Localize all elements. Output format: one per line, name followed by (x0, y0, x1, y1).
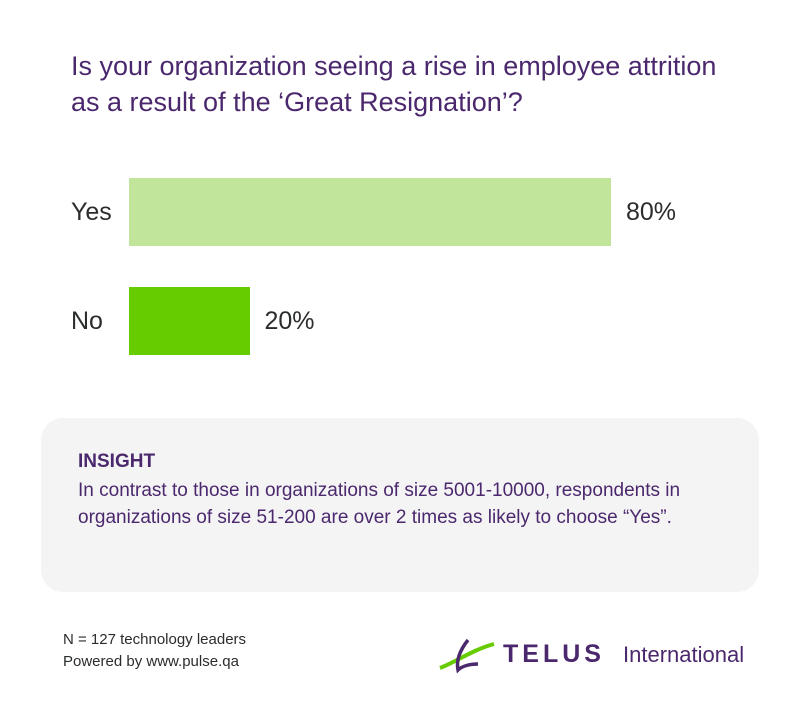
value-label: 20% (264, 307, 315, 335)
category-label: Yes (71, 198, 112, 226)
insight-box (41, 418, 759, 592)
chart-title: Is your organization seeing a rise in em… (71, 51, 717, 117)
insight-text: In contrast to those in organizations of… (78, 480, 681, 528)
insight-heading: INSIGHT (78, 451, 156, 472)
bar (129, 287, 250, 355)
category-label: No (71, 307, 103, 335)
bar (129, 178, 611, 246)
logo-suffix: International (623, 642, 745, 667)
sample-note: N = 127 technology leaders (63, 631, 247, 648)
logo-icon (439, 638, 495, 674)
logo-name: TELUS (503, 640, 605, 668)
powered-by: Powered by www.pulse.qa (63, 653, 239, 670)
value-label: 80% (626, 198, 677, 226)
